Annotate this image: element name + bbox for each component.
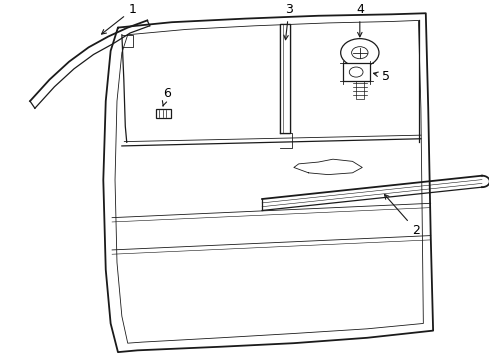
- Text: 2: 2: [385, 194, 420, 237]
- Text: 4: 4: [356, 3, 364, 37]
- Text: 5: 5: [373, 69, 390, 82]
- Bar: [156, 109, 171, 118]
- Circle shape: [341, 39, 379, 67]
- Bar: [343, 63, 369, 81]
- Bar: [280, 24, 290, 134]
- Text: 6: 6: [162, 87, 171, 106]
- Text: 1: 1: [101, 3, 137, 34]
- Text: 3: 3: [284, 3, 293, 40]
